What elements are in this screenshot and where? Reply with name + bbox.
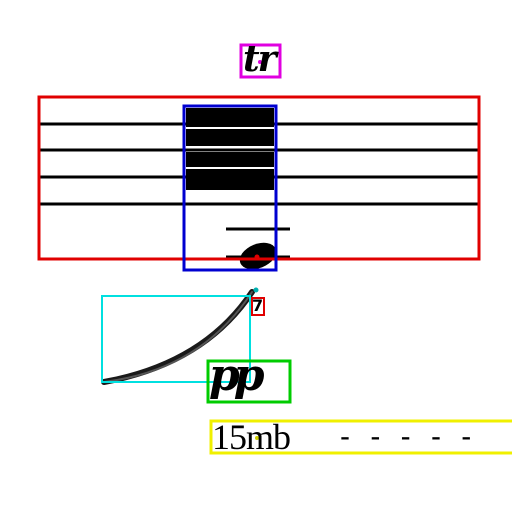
beam-block-lower	[186, 152, 274, 190]
annotation-boxes	[37, 43, 512, 455]
octave-box	[209, 419, 512, 455]
marker-note	[254, 254, 260, 260]
center-markers	[253, 60, 262, 440]
ornament-box	[239, 43, 282, 79]
dynamic-marking: pp	[209, 350, 264, 401]
staff-box	[37, 95, 481, 261]
octave-marking: 15mb	[212, 417, 291, 457]
beam-group	[186, 108, 274, 190]
marker-ornament	[258, 60, 262, 64]
dynamic-box	[206, 359, 292, 404]
slur-box	[101, 295, 251, 383]
octave-extension-dashes: - - - - -	[340, 420, 478, 453]
fingering-number: 7	[252, 296, 264, 315]
fingering-box	[251, 297, 265, 316]
note-box	[182, 104, 278, 272]
slur-curve-inner	[103, 291, 253, 383]
trill-ornament: tr	[243, 38, 277, 80]
marker-octave	[255, 436, 259, 440]
marker-slur	[253, 287, 259, 293]
